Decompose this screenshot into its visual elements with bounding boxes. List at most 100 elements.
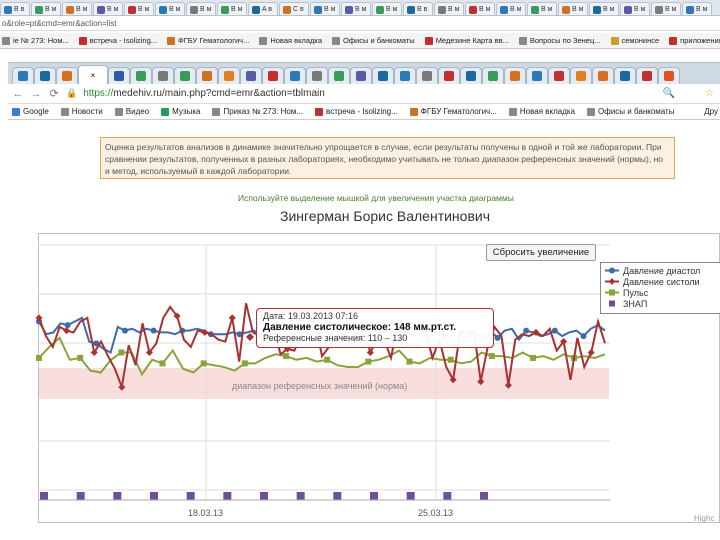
outer-tab-label: B м: [665, 6, 677, 13]
inner-tab[interactable]: [196, 67, 218, 84]
gmail-icon: [669, 36, 678, 45]
reset-zoom-button[interactable]: Сбросить увеличение: [486, 244, 596, 261]
outer-tab[interactable]: B м: [465, 2, 495, 15]
inner-tab[interactable]: [394, 67, 416, 84]
inner-tab[interactable]: [526, 67, 548, 84]
outer-bookmark[interactable]: семонинсе: [610, 36, 660, 45]
outer-bookmark[interactable]: Офисы и банкоматы: [332, 36, 415, 45]
star-icon[interactable]: ☆: [705, 88, 714, 99]
inner-tab-active[interactable]: ×: [78, 65, 108, 84]
inner-tab[interactable]: [12, 67, 34, 84]
inner-tab[interactable]: [240, 67, 262, 84]
forward-icon[interactable]: →: [30, 87, 42, 100]
favicon-icon: [18, 71, 28, 81]
inner-bookmark[interactable]: Новая вкладка: [508, 107, 576, 116]
legend-item[interactable]: Пульс: [605, 287, 718, 298]
outer-tab[interactable]: B м: [651, 2, 681, 15]
inner-tab[interactable]: [636, 67, 658, 84]
favicon-icon: [576, 71, 586, 81]
inner-tab[interactable]: [614, 67, 636, 84]
other-bookmarks[interactable]: Дру: [704, 107, 718, 116]
inner-tab[interactable]: [130, 67, 152, 84]
search-icon[interactable]: 🔍: [662, 88, 676, 99]
outer-address-bar[interactable]: o&role=pt&cmd=emr&action=list: [0, 17, 720, 31]
outer-bookmark[interactable]: Вопросы по Зенец...: [518, 36, 601, 45]
inner-tab[interactable]: [262, 67, 284, 84]
outer-bookmark[interactable]: ФГБУ Гематологич...: [167, 36, 249, 45]
legend-item[interactable]: Давление диастол: [605, 265, 718, 276]
outer-tab[interactable]: B м: [31, 2, 61, 15]
inner-bookmark[interactable]: Музыка: [161, 107, 200, 116]
inner-bookmark-label: Новая вкладка: [519, 107, 576, 116]
outer-bookmark[interactable]: встреча - Isolizing...: [78, 36, 157, 45]
outer-bookmark[interactable]: Медезине Карта вв...: [424, 36, 509, 45]
outer-tab[interactable]: B м: [620, 2, 650, 15]
inner-tab[interactable]: [108, 67, 130, 84]
reload-icon[interactable]: ⟳: [49, 88, 59, 100]
highcharts-credit[interactable]: Highc: [694, 514, 715, 523]
outer-tab[interactable]: B м: [124, 2, 154, 15]
inner-tab[interactable]: [306, 67, 328, 84]
inner-tab[interactable]: [548, 67, 570, 84]
favicon-icon: [469, 5, 477, 14]
inner-bookmark[interactable]: Google: [12, 107, 49, 116]
inner-tab[interactable]: [504, 67, 526, 84]
inner-bookmark[interactable]: Новости: [60, 107, 103, 116]
inner-tab[interactable]: [152, 67, 174, 84]
inner-tab[interactable]: [416, 67, 438, 84]
favicon-icon: [314, 5, 322, 14]
inner-tab[interactable]: [328, 67, 350, 84]
inner-tab[interactable]: [56, 67, 78, 84]
favicon-icon: [202, 71, 212, 81]
outer-tab[interactable]: B м: [682, 2, 712, 15]
bookmark-icon: [315, 107, 324, 116]
inner-tab[interactable]: [174, 67, 196, 84]
inner-tab[interactable]: [592, 67, 614, 84]
outer-tab[interactable]: С в: [279, 2, 309, 15]
outer-tab[interactable]: B м: [155, 2, 185, 15]
inner-tab[interactable]: [460, 67, 482, 84]
inner-bookmark[interactable]: Офисы и банкоматы: [587, 107, 674, 116]
url-path: medehiv.ru/main.php?cmd=emr&action=tblma…: [113, 88, 325, 99]
outer-tab[interactable]: B м: [434, 2, 464, 15]
legend-item[interactable]: Давление систоли: [605, 276, 718, 287]
inner-tab[interactable]: [284, 67, 306, 84]
inner-bookmark[interactable]: ФГБУ Гематологич...: [409, 107, 497, 116]
inner-tab[interactable]: [372, 67, 394, 84]
gmail-icon: [78, 36, 87, 45]
inner-tab[interactable]: [658, 67, 680, 84]
outer-bookmark-label: семонинсе: [621, 36, 660, 45]
inner-bookmark[interactable]: Приказ № 273: Ном...: [212, 107, 303, 116]
outer-bookmark[interactable]: приложения: [669, 36, 720, 45]
outer-tab[interactable]: B м: [217, 2, 247, 15]
inner-tab[interactable]: [34, 67, 56, 84]
outer-tab[interactable]: B м: [496, 2, 526, 15]
inner-tab[interactable]: [438, 67, 460, 84]
inner-tab[interactable]: [350, 67, 372, 84]
outer-bookmark[interactable]: ie № 273: Ном...: [2, 36, 69, 45]
outer-tab-label: B м: [634, 6, 646, 13]
outer-tab[interactable]: B м: [589, 2, 619, 15]
outer-tab[interactable]: B м: [341, 2, 371, 15]
inner-address-bar[interactable]: ← → ⟳ 🔒 https://medehiv.ru/main.php?cmd=…: [8, 84, 720, 104]
outer-tab[interactable]: B в: [403, 2, 433, 15]
outer-tab[interactable]: B м: [62, 2, 92, 15]
outer-tab[interactable]: B в: [0, 2, 30, 15]
outer-tab[interactable]: A в: [248, 2, 278, 15]
outer-tab[interactable]: B м: [310, 2, 340, 15]
outer-tab[interactable]: B м: [186, 2, 216, 15]
inner-tab[interactable]: [218, 67, 240, 84]
outer-tab[interactable]: B м: [372, 2, 402, 15]
inner-bookmark[interactable]: встреча - Isolizing...: [315, 107, 398, 116]
inner-bookmark[interactable]: Видео: [114, 107, 150, 116]
outer-tab[interactable]: B м: [527, 2, 557, 15]
outer-bookmark[interactable]: Новая вкладка: [259, 36, 322, 45]
back-icon[interactable]: ←: [12, 87, 24, 100]
inner-bookmark-label: Видео: [125, 107, 150, 116]
outer-tab[interactable]: B м: [93, 2, 123, 15]
legend-item[interactable]: ЗНАП: [605, 298, 718, 309]
inner-tab[interactable]: [482, 67, 504, 84]
favicon-icon: [97, 5, 105, 14]
inner-tab[interactable]: [570, 67, 592, 84]
outer-tab[interactable]: B м: [558, 2, 588, 15]
